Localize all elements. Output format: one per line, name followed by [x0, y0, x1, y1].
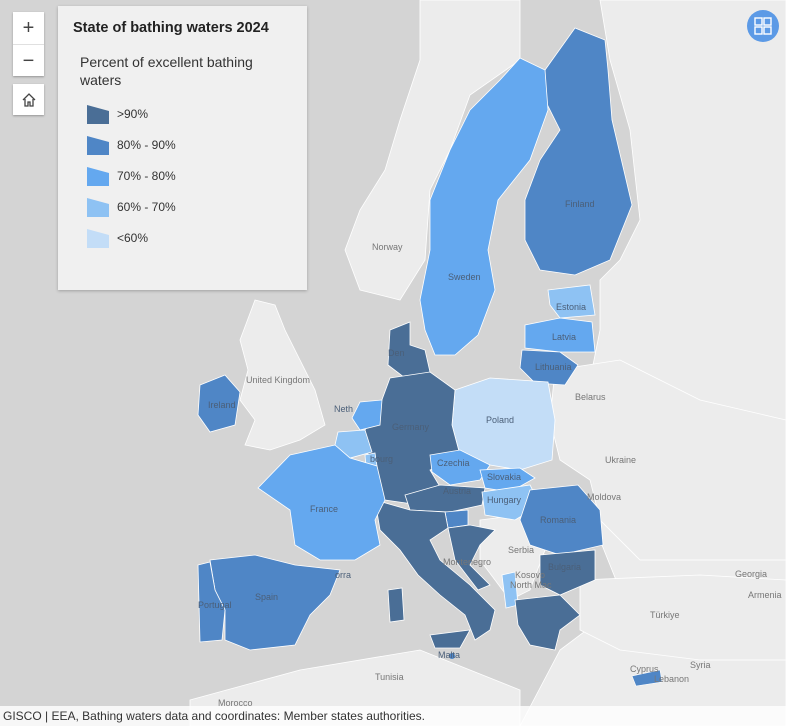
label-norway: Norway: [372, 242, 403, 252]
label-hungary: Hungary: [487, 495, 522, 505]
label-malta: Malta: [438, 650, 460, 660]
region-lithuania[interactable]: [519, 349, 579, 386]
home-button[interactable]: [13, 84, 44, 115]
region-denmark[interactable]: [387, 321, 431, 379]
region-latvia[interactable]: [524, 317, 596, 353]
label-lebanon: Lebanon: [654, 674, 689, 684]
label-netherlands: Neth: [334, 404, 353, 414]
region-estonia[interactable]: [547, 284, 596, 319]
legend-swatch: [87, 135, 109, 155]
label-finland: Finland: [565, 199, 595, 209]
label-france: France: [310, 504, 338, 514]
label-serbia: Serbia: [508, 545, 534, 555]
zoom-controls: + −: [13, 12, 44, 76]
label-belarus: Belarus: [575, 392, 606, 402]
label-romania: Romania: [540, 515, 576, 525]
legend-label: >90%: [117, 106, 149, 121]
zoom-out-button[interactable]: −: [13, 44, 44, 77]
label-united-kingdom: United Kingdom: [246, 375, 310, 385]
legend-label: <60%: [117, 230, 149, 245]
legend-title: State of bathing waters 2024: [73, 20, 269, 36]
map-labels: Norway Sweden Finland Estonia Latvia Lit…: [198, 199, 782, 708]
legend-swatch: [87, 228, 109, 248]
label-armenia: Armenia: [748, 590, 782, 600]
region-netherlands[interactable]: [351, 399, 383, 431]
label-montenegro: Montenegro: [443, 557, 491, 567]
label-syria: Syria: [690, 660, 711, 670]
region-cyprus[interactable]: [631, 669, 663, 687]
label-slovakia: Slovakia: [487, 472, 521, 482]
region-slovakia[interactable]: [479, 467, 536, 493]
region-czechia[interactable]: [429, 449, 491, 486]
home-icon: [22, 92, 35, 107]
legend-label: 60% - 70%: [117, 199, 176, 214]
label-ukraine: Ukraine: [605, 455, 636, 465]
region-romania[interactable]: [519, 484, 604, 556]
label-tunisia: Tunisia: [375, 672, 404, 682]
legend-item: 80% - 90%: [86, 129, 176, 160]
legend-swatch: [87, 166, 109, 186]
label-morocco: Morocco: [218, 698, 253, 708]
label-andorra: orra: [335, 570, 351, 580]
legend-item: 70% - 80%: [86, 160, 176, 191]
label-kosovo: Kosovo: [515, 570, 545, 580]
region-portugal[interactable]: [197, 561, 226, 643]
label-latvia: Latvia: [552, 332, 576, 342]
label-czechia: Czechia: [437, 458, 470, 468]
legend-subtitle: Percent of excellent bathing waters: [80, 54, 253, 88]
legend-label: 80% - 90%: [117, 137, 176, 152]
label-moldova: Moldova: [587, 492, 621, 502]
legend-list: >90% 80% - 90% 70% - 80% 60% - 70% <60%: [86, 98, 176, 253]
label-denmark: Den: [388, 348, 405, 358]
region-slovenia[interactable]: [444, 509, 469, 529]
label-germany: Germany: [392, 422, 430, 432]
label-spain: Spain: [255, 592, 278, 602]
region-italy[interactable]: [374, 499, 496, 641]
zoom-in-button[interactable]: +: [22, 16, 35, 39]
legend-label: 70% - 80%: [117, 168, 176, 183]
region-bulgaria[interactable]: [539, 549, 596, 596]
label-estonia: Estonia: [556, 302, 586, 312]
legend-item: <60%: [86, 222, 176, 253]
region-croatia[interactable]: [447, 524, 496, 591]
region-sardinia[interactable]: [387, 587, 405, 623]
region-belgium[interactable]: [334, 429, 373, 459]
basemap-gallery-button[interactable]: [747, 10, 779, 42]
attribution: GISCO | EEA, Bathing waters data and coo…: [0, 706, 786, 726]
region-ireland[interactable]: [197, 374, 241, 433]
legend-panel: State of bathing waters 2024 Percent of …: [58, 6, 307, 290]
legend-item: 60% - 70%: [86, 191, 176, 222]
legend-swatch: [87, 104, 109, 124]
legend-swatch: [87, 197, 109, 217]
label-ireland: Ireland: [208, 400, 236, 410]
label-austria: Austria: [443, 486, 471, 496]
legend-item: >90%: [86, 98, 176, 129]
label-georgia: Georgia: [735, 569, 767, 579]
label-poland: Poland: [486, 415, 514, 425]
grid-icon: [754, 17, 772, 35]
label-lithuania: Lithuania: [535, 362, 572, 372]
label-north-macedonia: North Mac: [510, 580, 552, 590]
region-sicily[interactable]: [429, 629, 471, 649]
region-greece[interactable]: [514, 594, 581, 651]
label-bulgaria: Bulgaria: [548, 562, 581, 572]
region-france[interactable]: [257, 444, 386, 561]
region-malta[interactable]: [449, 653, 455, 659]
label-turkiye: Türkiye: [650, 610, 680, 620]
label-sweden: Sweden: [448, 272, 481, 282]
label-cyprus: Cyprus: [630, 664, 659, 674]
label-luxembourg: bourg: [370, 454, 393, 464]
region-sweden[interactable]: [419, 57, 549, 356]
label-portugal: Portugal: [198, 600, 232, 610]
region-finland[interactable]: [524, 27, 633, 276]
